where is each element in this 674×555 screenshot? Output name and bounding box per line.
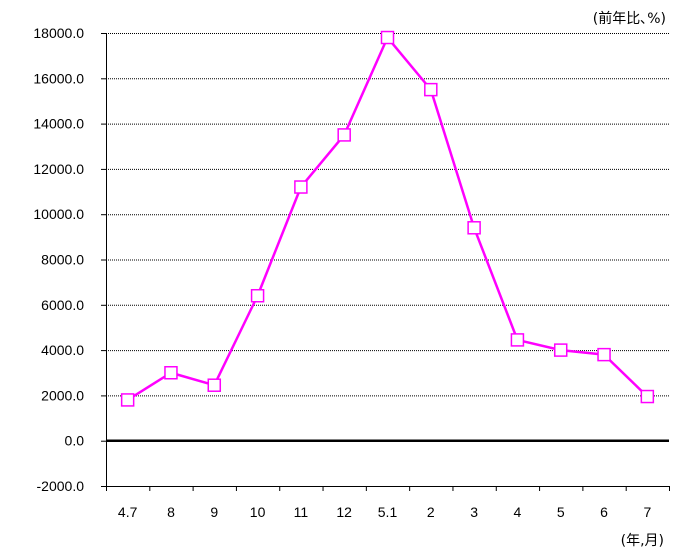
y-tick-label: 6000.0	[41, 297, 84, 313]
x-tick-label: 5	[557, 504, 565, 520]
x-tick-label: 5.1	[378, 504, 398, 520]
x-tick-label: 2	[427, 504, 435, 520]
x-tick-label: 11	[294, 504, 309, 520]
data-point-marker	[640, 389, 655, 404]
x-tick-label: 12	[336, 504, 352, 520]
y-tick-label: 12000.0	[33, 161, 84, 177]
data-point-marker	[424, 82, 438, 97]
y-tick-labels: 18000.0 16000.0 14000.0 12000.0 10000.0 8000.…	[33, 25, 84, 494]
x-tick-label: 4.7	[118, 504, 138, 520]
data-point-marker	[207, 378, 222, 392]
y-tick-label: 0.0	[65, 433, 85, 449]
axes	[101, 33, 670, 491]
data-point-marker	[510, 333, 525, 347]
data-point-marker	[553, 343, 568, 357]
x-tick-label: 4	[514, 504, 522, 520]
series-group	[120, 30, 655, 407]
x-tick-label: 7	[643, 504, 651, 520]
x-tick-label: 9	[210, 504, 218, 520]
y-tick-label: 16000.0	[33, 70, 84, 86]
data-point-marker	[120, 393, 135, 407]
y-tick-label: 10000.0	[33, 206, 84, 222]
plot-area	[106, 33, 669, 486]
y-unit-label: (前年比､%)	[593, 10, 666, 27]
data-point-marker	[164, 366, 178, 380]
data-point-marker	[597, 347, 611, 362]
data-point-marker	[337, 128, 351, 142]
y-tick-label: 4000.0	[41, 342, 84, 358]
data-point-marker	[250, 288, 265, 303]
y-tick-label: 14000.0	[33, 116, 84, 132]
x-tick-labels: 4.7 8 9 10 11 12 5.1 2 3 4 5 6 7	[118, 504, 652, 520]
x-tick-label: 6	[600, 504, 608, 520]
data-point-marker	[380, 30, 395, 45]
x-unit-label: (年,月)	[621, 533, 664, 549]
x-tick-label: 10	[250, 504, 266, 520]
y-tick-label: 2000.0	[41, 387, 84, 403]
y-tick-label: 18000.0	[33, 25, 84, 41]
data-point-marker	[294, 180, 308, 194]
y-tick-label: -2000.0	[37, 478, 85, 494]
x-tick-label: 8	[167, 504, 175, 520]
data-point-marker	[467, 221, 481, 235]
x-tick-label: 3	[470, 504, 478, 520]
y-tick-label: 8000.0	[41, 252, 84, 268]
